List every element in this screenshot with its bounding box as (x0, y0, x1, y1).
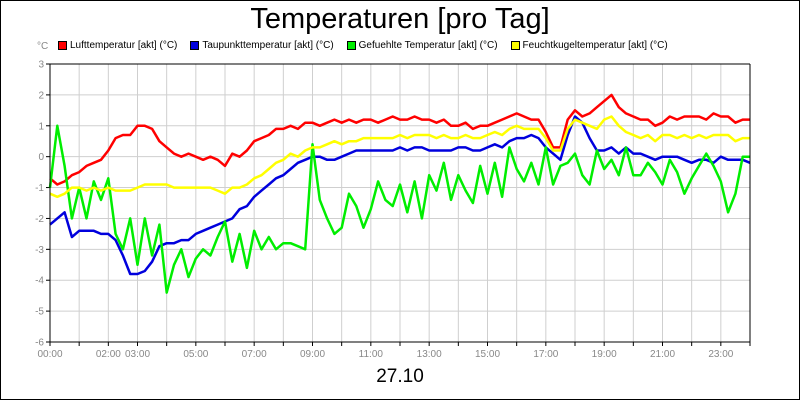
legend-swatch-taupunkttemperatur (190, 40, 200, 50)
legend-label-gefuehlte-temperatur: Gefuehlte Temperatur [akt] (°C) (358, 39, 498, 51)
legend-swatch-feuchtkugeltemperatur (510, 40, 520, 50)
x-tick-label: 05:00 (183, 349, 208, 360)
x-tick-label: 19:00 (592, 349, 617, 360)
x-tick-label: 02:00 (96, 349, 121, 360)
x-tick-label: 21:00 (650, 349, 675, 360)
y-tick-label: 0 (38, 152, 44, 163)
y-tick-label: -5 (35, 307, 44, 318)
y-tick-label: -2 (35, 214, 44, 225)
y-tick-label: -6 (35, 338, 44, 349)
legend-swatch-gefuehlte-temperatur (346, 40, 356, 50)
x-tick-label: 13:00 (417, 349, 442, 360)
x-tick-label: 03:00 (125, 349, 150, 360)
y-axis-unit: °C (37, 41, 49, 52)
legend-label-taupunkttemperatur: Taupunkttemperatur [akt] (°C) (202, 39, 334, 51)
y-tick-label: -1 (35, 183, 44, 194)
x-tick-label: 11:00 (359, 349, 384, 360)
legend-item-taupunkttemperatur: Taupunkttemperatur [akt] (°C) (190, 38, 334, 52)
legend-item-lufttemperatur: Lufttemperatur [akt] (°C) (58, 38, 177, 52)
series-line-2 (48, 124, 750, 294)
legend-item-gefuehlte-temperatur: Gefuehlte Temperatur [akt] (°C) (346, 38, 498, 52)
x-tick-label: 00:00 (37, 349, 62, 360)
x-tick-label: 17:00 (533, 349, 558, 360)
chart-title: Temperaturen [pro Tag] (250, 3, 550, 35)
series-line-1 (49, 115, 751, 276)
x-axis-date-label: 27.10 (376, 366, 424, 387)
legend-item-feuchtkugeltemperatur: Feuchtkugeltemperatur [akt] (°C) (510, 38, 668, 52)
x-tick-label: 09:00 (300, 349, 325, 360)
legend-label-feuchtkugeltemperatur: Feuchtkugeltemperatur [akt] (°C) (522, 39, 668, 51)
legend-swatch-lufttemperatur (58, 40, 67, 50)
legend: Lufttemperatur [akt] (°C) Taupunkttemper… (58, 38, 668, 52)
series-line-0 (49, 93, 750, 186)
y-tick-label: 3 (38, 60, 44, 71)
series-line-3 (49, 115, 750, 199)
x-tick-label: 23:00 (708, 349, 733, 360)
y-tick-label: -4 (35, 276, 44, 287)
y-tick-label: 2 (38, 90, 44, 101)
y-tick-label: -3 (35, 245, 44, 256)
y-tick-label: 1 (38, 121, 44, 132)
x-tick-label: 15:00 (475, 349, 500, 360)
x-tick-label: 07:00 (242, 349, 267, 360)
legend-label-lufttemperatur: Lufttemperatur [akt] (°C) (70, 39, 178, 51)
